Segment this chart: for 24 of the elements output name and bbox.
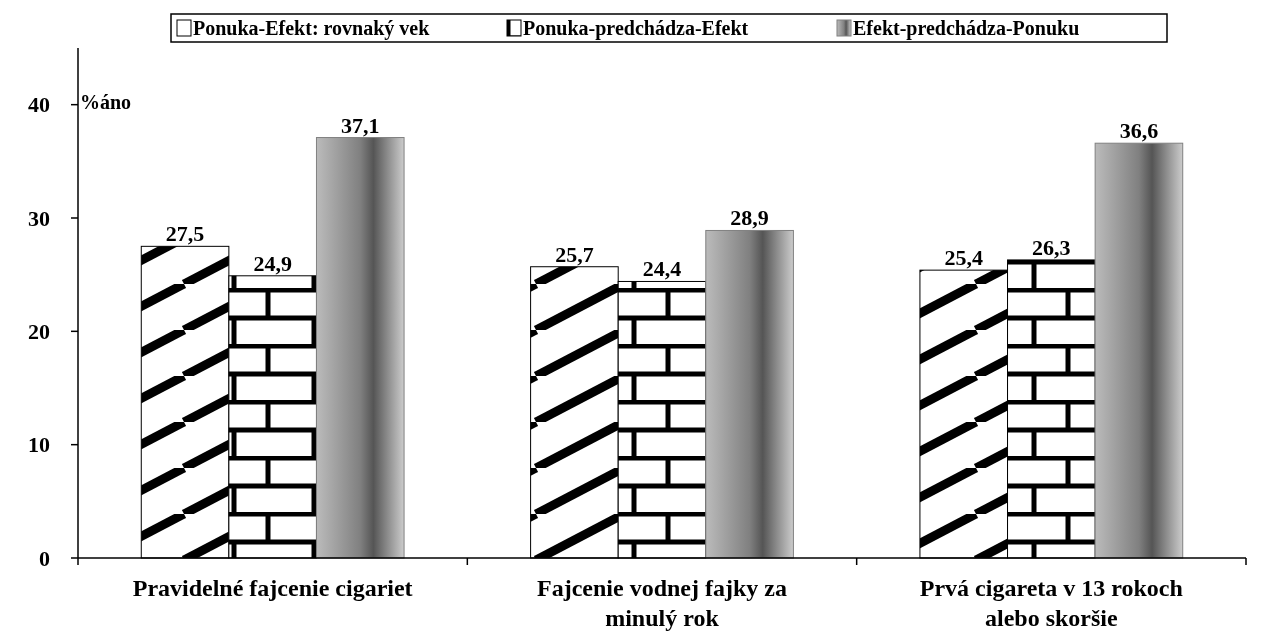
y-tick-label: 30: [28, 205, 50, 231]
data-label: 27,5: [165, 221, 205, 247]
x-tick-label: Prvá cigareta v 13 rokoch alebo skoršie: [919, 575, 1183, 631]
legend-label: Ponuka-predchádza-Efekt: [523, 17, 749, 40]
y-tick-label: 20: [28, 319, 50, 345]
y-tick-label: 10: [28, 432, 50, 458]
y-axis-title: %áno: [80, 90, 132, 113]
data-label: 24,9: [253, 250, 292, 276]
data-label: 37,1: [341, 112, 380, 138]
bar: [705, 229, 794, 559]
data-label: 26,3: [1032, 234, 1071, 260]
data-label: 25,4: [944, 245, 983, 271]
data-label: 36,6: [1119, 118, 1159, 144]
y-tick-label: 0: [39, 545, 50, 571]
x-tick-label: Pravidelné fajcenie cigariet: [132, 575, 413, 601]
x-tick-label: Fajcenie vodnej fajky za minulý rok: [537, 575, 787, 631]
legend-label: Efekt-predchádza-Ponuku: [853, 17, 1080, 40]
data-label: 25,7: [555, 241, 594, 267]
bar: [1094, 142, 1184, 559]
legend-label: Ponuka-Efekt: rovnaký vek: [193, 17, 431, 40]
y-tick-label: 40: [28, 92, 50, 118]
bar: [315, 137, 405, 559]
data-label: 24,4: [642, 256, 682, 282]
data-label: 28,9: [730, 205, 769, 231]
